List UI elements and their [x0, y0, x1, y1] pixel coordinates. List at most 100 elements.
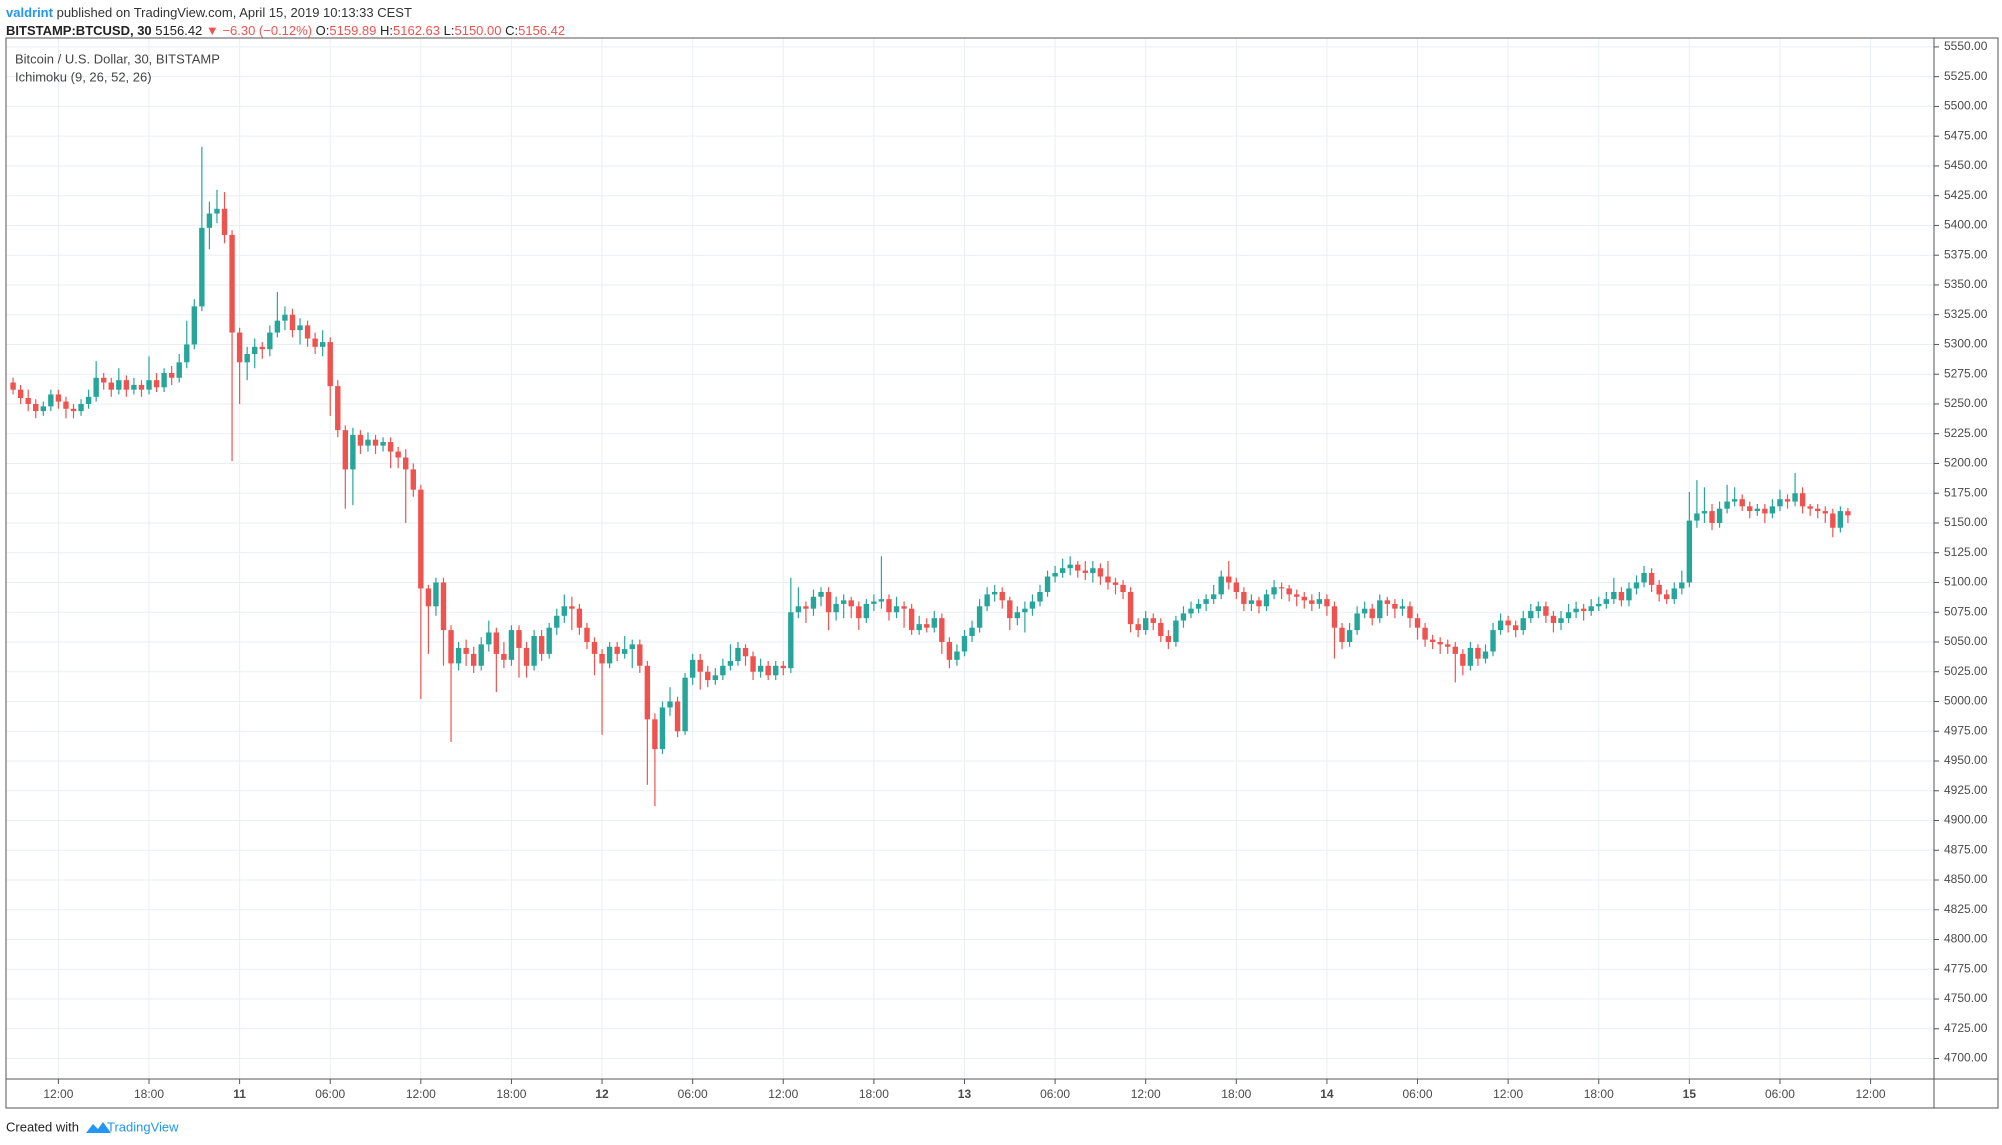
- candle-body: [1399, 606, 1406, 609]
- candle-body: [1286, 588, 1292, 595]
- candle-body: [1112, 582, 1119, 585]
- candle-body: [1180, 613, 1187, 621]
- y-tick-label: 4750.00: [1944, 991, 1988, 1005]
- candle-body: [712, 675, 719, 681]
- y-tick-label: 4700.00: [1944, 1051, 1988, 1065]
- y-tick-label: 5175.00: [1944, 485, 1988, 499]
- candle-body: [1580, 608, 1587, 612]
- author[interactable]: valdrint: [6, 5, 54, 20]
- low: 5150.00: [454, 23, 501, 38]
- candle-body: [1437, 641, 1443, 645]
- candle-body: [78, 403, 84, 412]
- candle-body: [357, 434, 364, 446]
- candle-body: [1490, 630, 1496, 652]
- candle-body: [908, 608, 915, 631]
- candle-body: [1218, 576, 1224, 595]
- candle-body: [1120, 584, 1126, 593]
- candle-body: [48, 394, 54, 407]
- candle-body: [282, 314, 288, 321]
- candle-body: [1633, 582, 1640, 589]
- y-tick-label: 4875.00: [1944, 842, 1988, 856]
- y-tick-label: 5325.00: [1944, 307, 1988, 321]
- candle-body: [591, 641, 598, 654]
- y-tick-label: 5425.00: [1944, 188, 1988, 202]
- candle-body: [108, 382, 114, 390]
- candle-body: [976, 606, 983, 628]
- y-tick-label: 5525.00: [1944, 69, 1988, 83]
- candle-body: [1528, 611, 1534, 619]
- candle-body: [1709, 511, 1715, 523]
- candle-body: [395, 451, 401, 458]
- candle-body: [1263, 594, 1270, 607]
- candle-body: [584, 627, 590, 642]
- candle-body: [1799, 493, 1806, 507]
- candle-body: [448, 630, 454, 664]
- candle-body: [750, 656, 756, 672]
- candle-body: [1822, 511, 1828, 514]
- candle-body: [501, 653, 507, 660]
- candle-body: [1618, 592, 1625, 601]
- candle-body: [297, 325, 303, 331]
- candle-body: [1377, 600, 1383, 619]
- candle-body: [757, 665, 764, 672]
- close: 5156.42: [518, 23, 565, 38]
- created-with: Created with: [6, 1119, 79, 1134]
- candle-body: [659, 707, 666, 750]
- candle-body: [1769, 506, 1776, 514]
- candle-body: [1188, 608, 1194, 614]
- candle-body: [312, 338, 318, 347]
- candle-body: [1452, 646, 1458, 654]
- candle-body: [85, 396, 92, 404]
- candle-body: [569, 606, 575, 609]
- candle-body: [727, 661, 734, 666]
- x-tick-label: 06:00: [1040, 1087, 1070, 1101]
- publish-line: valdrint published on TradingView.com, A…: [6, 5, 412, 20]
- candle-body: [1233, 582, 1240, 593]
- candle-body: [697, 659, 703, 672]
- brand[interactable]: TradingView: [107, 1119, 179, 1134]
- candle-body: [455, 647, 462, 664]
- candle-body: [244, 353, 250, 363]
- y-tick-label: 5350.00: [1944, 277, 1988, 291]
- candle-body: [1792, 493, 1798, 502]
- x-tick-label: 14: [1320, 1087, 1334, 1101]
- candle-body: [1271, 587, 1277, 595]
- x-tick-label: 06:00: [315, 1087, 345, 1101]
- candle-body: [871, 601, 877, 604]
- candle-body: [1588, 606, 1594, 612]
- y-tick-label: 5250.00: [1944, 396, 1988, 410]
- candle-body: [1497, 620, 1504, 631]
- close-label: C:: [505, 23, 518, 38]
- candle-body: [1407, 606, 1413, 619]
- candle-body: [1475, 647, 1481, 659]
- candle-body: [1316, 599, 1323, 604]
- candle-body: [1248, 600, 1255, 604]
- candle-body: [735, 647, 741, 662]
- candle-body: [773, 665, 779, 676]
- candle-body: [252, 346, 258, 354]
- candle-body: [1384, 600, 1391, 604]
- candle-body: [1173, 620, 1179, 642]
- candle-body: [946, 641, 953, 660]
- candle-body: [93, 377, 99, 397]
- y-tick-label: 5125.00: [1944, 545, 1988, 559]
- candle-body: [705, 671, 711, 681]
- candle-body: [116, 380, 122, 390]
- candle-body: [554, 615, 560, 628]
- candle-body: [1520, 618, 1526, 631]
- open: 5159.89: [329, 23, 376, 38]
- candle-body: [25, 398, 31, 404]
- candle-body: [478, 644, 484, 666]
- candle-body: [1445, 644, 1451, 647]
- y-tick-label: 4975.00: [1944, 723, 1988, 737]
- candle-body: [1482, 651, 1489, 659]
- candle-body: [486, 632, 492, 645]
- low-label: L:: [444, 23, 455, 38]
- candle-body: [576, 608, 583, 628]
- candle-body: [1603, 599, 1609, 604]
- x-tick-label: 18:00: [496, 1087, 526, 1101]
- logo[interactable]: [86, 1122, 111, 1133]
- candle-body: [1339, 627, 1345, 642]
- candle-body: [372, 439, 379, 446]
- candle-body: [856, 606, 862, 619]
